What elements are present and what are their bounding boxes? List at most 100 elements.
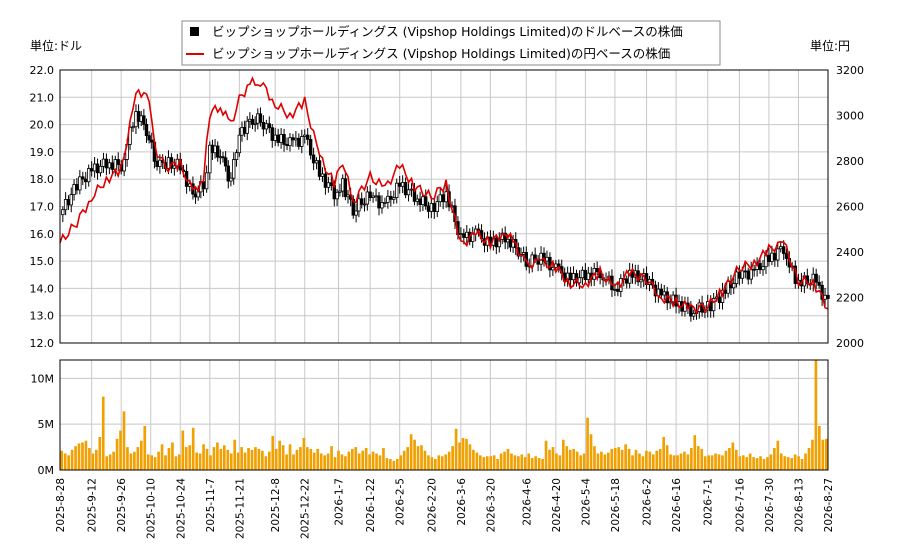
volume-bar [624, 444, 627, 470]
volume-bar [198, 453, 202, 470]
candle-body [357, 198, 361, 212]
date-tick-label: 2025-10-24 [175, 478, 187, 539]
candle-body [113, 159, 117, 170]
volume-bar [472, 449, 475, 470]
volume-bar [562, 439, 565, 470]
volume-bar [641, 456, 645, 470]
candle-body [737, 271, 742, 279]
candle-body [158, 159, 162, 167]
candle-body [155, 160, 159, 167]
volume-bar [354, 447, 358, 470]
volume-bar [337, 450, 340, 470]
jpy-price-line [59, 76, 829, 316]
volume-plot-frame [59, 359, 829, 471]
date-tick-label: 2026-1-7 [334, 478, 346, 526]
volume-tick-label: 5M [38, 418, 55, 431]
candle-body [395, 182, 399, 199]
volume-bar [350, 448, 354, 470]
right-axis-unit: 単位:円 [810, 38, 850, 53]
candle-body [441, 194, 445, 203]
volume-bar [178, 454, 181, 470]
volume-bar [434, 459, 437, 470]
left-tick-label: 19.0 [30, 146, 55, 159]
volume-bar [814, 360, 818, 470]
volume-bar [527, 453, 531, 470]
candle-body [343, 178, 348, 198]
volume-bar [364, 448, 368, 470]
candle-body [311, 154, 316, 164]
candle-body [761, 266, 765, 271]
candle-body [383, 202, 387, 204]
right-tick-label: 2200 [836, 292, 864, 305]
candle-body [625, 278, 629, 284]
candle-body [409, 188, 414, 191]
candle-body [338, 190, 342, 193]
volume-bar [420, 445, 423, 470]
volume-bar [399, 455, 403, 470]
volume-bar [645, 450, 648, 470]
candle-body [144, 124, 149, 137]
candle-body [218, 156, 223, 159]
volume-bar [544, 440, 548, 470]
volume-bar [74, 446, 77, 470]
volume-bar [579, 455, 582, 470]
volume-bar [129, 453, 133, 470]
candle-body [548, 256, 552, 271]
volume-bar [485, 456, 489, 470]
volume-bar [818, 426, 821, 470]
left-tick-label: 22.0 [30, 64, 55, 77]
volume-bar [292, 454, 295, 470]
volume-bar [222, 445, 226, 470]
date-tick-label: 2025-11-21 [234, 478, 246, 539]
volume-bar [572, 448, 576, 470]
volume-bar [323, 455, 326, 470]
volume-bar [596, 453, 600, 470]
volume-tick-label: 0M [38, 464, 55, 477]
volume-bar [101, 396, 105, 470]
candle-body [221, 156, 225, 159]
date-tick-label: 2025-8-28 [55, 478, 67, 532]
volume-bar [181, 430, 185, 470]
volume-bar [236, 452, 240, 470]
volume-bar [267, 451, 271, 470]
volume-bar [489, 456, 493, 470]
right-tick-label: 2800 [836, 155, 864, 168]
date-tick-label: 2026-6-16 [671, 478, 683, 533]
volume-bar [150, 455, 154, 470]
candle-body [521, 252, 526, 255]
left-tick-label: 12.0 [30, 337, 55, 350]
volume-bar [565, 446, 569, 470]
date-tick-label: 2025-12-22 [300, 478, 312, 539]
volume-bar [811, 439, 814, 470]
volume-bar [800, 459, 804, 470]
left-tick-label: 15.0 [30, 255, 55, 268]
candle-body [147, 135, 151, 141]
candle-body [360, 198, 364, 205]
volume-bar [724, 450, 728, 470]
volume-bar [769, 454, 773, 470]
price-plot-frame [59, 69, 829, 344]
volume-bar [406, 447, 410, 470]
left-axis-unit: 単位:ドル [30, 38, 82, 53]
volume-bar [523, 457, 527, 470]
candle-body [261, 122, 266, 130]
volume-bar [195, 452, 198, 470]
volume-bar [658, 448, 662, 470]
date-axis-ticks: 2025-8-28 2025-9-12 2025-9-26 2025-10-10 202… [55, 478, 835, 539]
candle-body [216, 145, 220, 158]
volume-bar [216, 442, 219, 470]
volume-bar [478, 455, 482, 470]
candle-body [671, 294, 675, 303]
volume-bar [589, 434, 593, 470]
volume-bar [378, 455, 382, 470]
candle-body [368, 191, 372, 199]
volume-bar [88, 448, 91, 470]
candle-body [426, 205, 431, 212]
candle-body [749, 268, 753, 280]
volume-bar [133, 451, 136, 470]
volume-bar [202, 444, 205, 470]
candle-body [142, 115, 146, 125]
volume-bar [368, 454, 371, 470]
volume-bar [264, 456, 268, 470]
candle-body [586, 272, 591, 280]
